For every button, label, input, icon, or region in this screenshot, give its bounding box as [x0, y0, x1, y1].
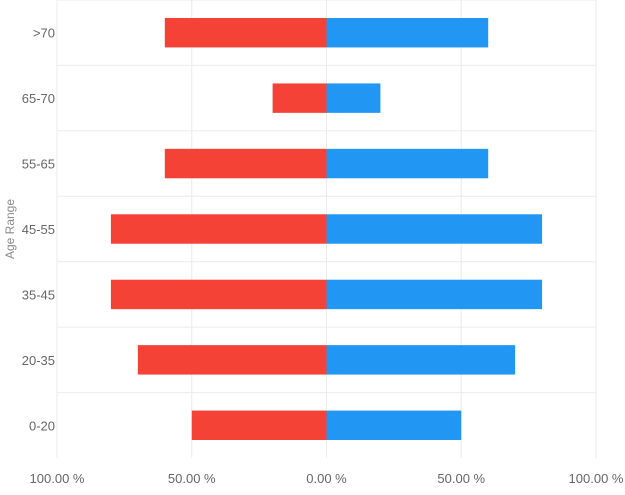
x-tick-label: 100.00 % — [30, 471, 85, 486]
bar-left-3545 — [110, 279, 327, 310]
bar-right-4555 — [326, 214, 543, 244]
bar-left-6570 — [272, 83, 327, 113]
y-tick-label: 65-70 — [22, 91, 55, 106]
bar-right-70 — [326, 17, 489, 48]
x-axis-ticks: 100.00 % 50.00 % 0.00 % 50.00 % 100.00 % — [30, 471, 624, 486]
bar-left-5565 — [164, 148, 327, 179]
y-tick-label: 55-65 — [22, 157, 55, 172]
x-tick-label: 0.00 % — [306, 471, 347, 486]
y-axis-title: Age Range — [3, 199, 17, 259]
x-tick-label: 100.00 % — [569, 471, 624, 486]
y-tick-label: 35-45 — [22, 287, 55, 302]
bar-right-020 — [326, 410, 462, 441]
bar-left-70 — [164, 17, 327, 48]
bar-right-5565 — [326, 148, 489, 179]
y-tick-label: >70 — [33, 26, 55, 41]
y-tick-label: 0-20 — [29, 418, 55, 433]
y-tick-label: 20-35 — [22, 353, 55, 368]
x-tick-label: 50.00 % — [437, 471, 485, 486]
bar-left-020 — [191, 410, 327, 441]
x-tick-label: 50.00 % — [168, 471, 216, 486]
bar-left-4555 — [110, 214, 327, 244]
bars — [110, 17, 543, 441]
grid-lines — [56, 0, 597, 458]
bar-right-6570 — [326, 83, 381, 113]
bar-right-2035 — [326, 345, 516, 375]
bar-left-2035 — [137, 345, 327, 375]
bar-right-3545 — [326, 279, 543, 310]
y-tick-label: 45-55 — [22, 222, 55, 237]
y-axis-ticks: 0-20 20-35 35-45 45-55 55-65 65-70 >70 — [22, 26, 55, 434]
